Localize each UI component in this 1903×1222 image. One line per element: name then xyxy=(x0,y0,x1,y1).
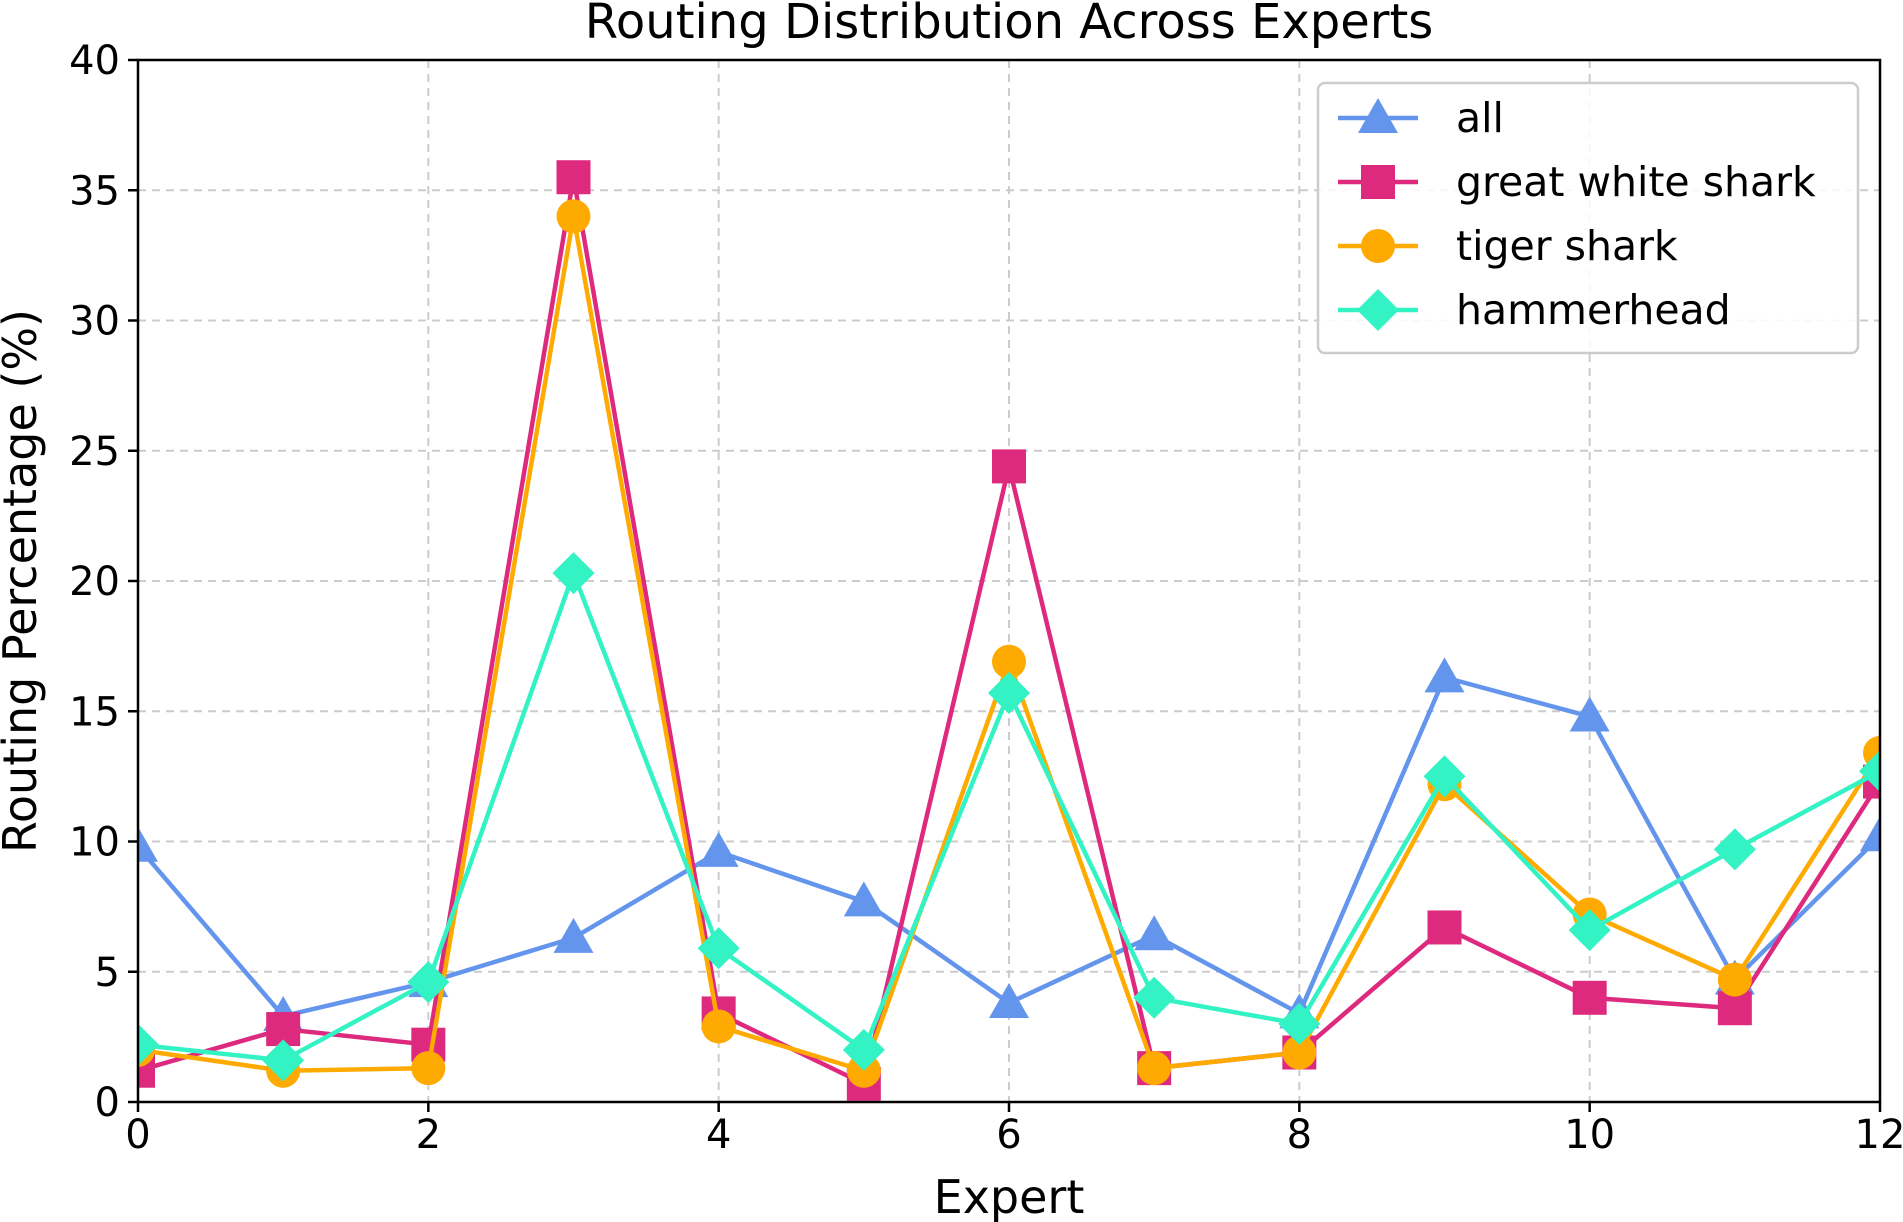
data-point-great-white-shark xyxy=(1572,980,1607,1015)
data-point-hammerhead xyxy=(842,1028,885,1071)
data-point-all xyxy=(843,881,884,917)
data-point-all xyxy=(553,917,594,953)
legend-entry-tiger-shark: tiger shark xyxy=(1338,222,1678,270)
legend-marker-all xyxy=(1358,98,1398,133)
data-point-hammerhead xyxy=(1568,909,1611,952)
y-axis-ticks: 0 5 10 15 20 25 30 35 40 xyxy=(69,38,138,1126)
data-point-tiger-shark xyxy=(992,644,1026,679)
data-point-all xyxy=(1134,915,1175,951)
x-axis-title: Expert xyxy=(934,1170,1085,1222)
y-tick-label: 0 xyxy=(95,1080,120,1126)
y-tick-label: 30 xyxy=(69,299,120,345)
legend-label: hammerhead xyxy=(1456,286,1731,334)
data-point-hammerhead xyxy=(1133,976,1176,1019)
series-layer xyxy=(138,160,1880,1101)
legend-label: tiger shark xyxy=(1456,222,1678,270)
chart-title: Routing Distribution Across Experts xyxy=(585,0,1434,50)
data-point-all xyxy=(698,831,739,867)
data-point-tiger-shark xyxy=(556,199,591,234)
data-point-hammerhead xyxy=(552,552,595,595)
legend-label: great white shark xyxy=(1456,158,1816,206)
data-point-great-white-shark xyxy=(1717,991,1752,1026)
legend-marker-hammerhead xyxy=(1357,289,1399,331)
data-point-hammerhead xyxy=(1278,1002,1321,1045)
data-point-hammerhead xyxy=(407,961,450,1004)
data-point-great-white-shark xyxy=(1427,910,1462,945)
x-tick-label: 10 xyxy=(1564,1112,1615,1158)
data-point-hammerhead xyxy=(697,927,740,970)
x-tick-label: 2 xyxy=(416,1112,441,1158)
y-tick-label: 10 xyxy=(69,820,120,866)
data-point-tiger-shark xyxy=(1137,1051,1172,1086)
x-tick-label: 4 xyxy=(706,1112,731,1158)
legend-label: all xyxy=(1456,94,1504,142)
data-point-all xyxy=(1424,657,1465,693)
data-point-tiger-shark xyxy=(1717,962,1752,997)
data-point-hammerhead xyxy=(138,1023,159,1066)
y-tick-label: 20 xyxy=(69,559,120,605)
legend-marker-tiger-shark xyxy=(1361,229,1395,263)
data-point-great-white-shark xyxy=(556,160,591,195)
y-tick-label: 15 xyxy=(69,689,120,735)
legend: all great white shark tiger shark hammerhea… xyxy=(1316,81,1860,355)
y-tick-label: 5 xyxy=(95,950,120,996)
y-tick-label: 40 xyxy=(69,38,120,84)
legend-frame xyxy=(1316,81,1860,355)
data-point-all xyxy=(989,983,1029,1019)
data-point-hammerhead xyxy=(988,672,1030,715)
x-tick-label: 6 xyxy=(996,1112,1021,1158)
data-point-all xyxy=(138,826,158,862)
data-point-all xyxy=(1860,816,1880,852)
data-point-hammerhead xyxy=(1423,755,1466,798)
data-point-tiger-shark xyxy=(701,1009,736,1044)
data-point-great-white-shark xyxy=(992,449,1026,484)
data-point-all xyxy=(1569,696,1610,732)
x-axis-ticks: 0 2 4 6 8 10 12 xyxy=(125,1102,1903,1158)
legend-entry-great-white-shark: great white shark xyxy=(1338,158,1816,206)
y-axis-title: Routing Percentage (%) xyxy=(0,309,47,853)
data-point-hammerhead xyxy=(1713,828,1756,871)
legend-entry-all: all xyxy=(1338,94,1504,142)
x-tick-label: 12 xyxy=(1855,1112,1903,1158)
y-tick-label: 35 xyxy=(69,168,120,214)
series-hammerhead xyxy=(138,552,1880,1082)
data-point-tiger-shark xyxy=(1282,1035,1317,1070)
legend-marker-great-white-shark xyxy=(1361,165,1395,199)
x-tick-label: 8 xyxy=(1287,1112,1312,1158)
legend-entry-hammerhead: hammerhead xyxy=(1338,286,1731,334)
x-tick-label: 0 xyxy=(125,1112,150,1158)
data-point-hammerhead xyxy=(262,1039,305,1082)
data-point-tiger-shark xyxy=(411,1051,446,1086)
y-tick-label: 25 xyxy=(69,429,120,475)
data-point-hammerhead xyxy=(1859,750,1880,793)
